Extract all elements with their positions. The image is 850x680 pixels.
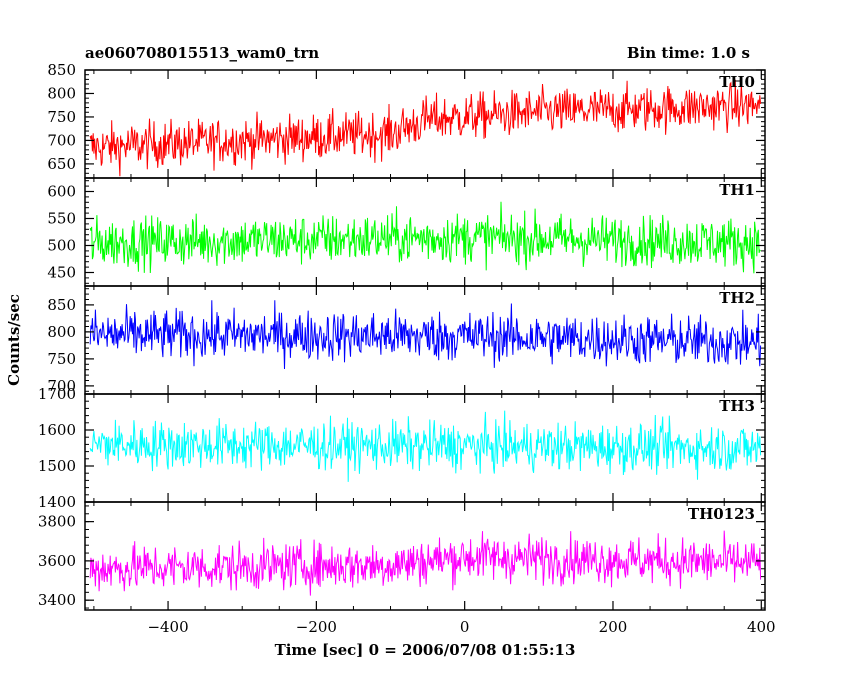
y-tick-label: 850 <box>47 296 76 314</box>
x-axis-label: Time [sec] 0 = 2006/07/08 01:55:13 <box>275 641 576 659</box>
y-tick-label: 1500 <box>38 457 76 475</box>
y-tick-label: 800 <box>47 84 76 102</box>
panel-label-th1: TH1 <box>719 181 755 199</box>
panel-frame-th0123 <box>84 501 766 611</box>
y-axis-label: Counts/sec <box>5 294 23 386</box>
panel-frame-th1 <box>84 177 766 287</box>
x-tick-label: 400 <box>747 618 776 636</box>
y-tick-label: 3400 <box>38 591 76 609</box>
panel-label-th0: TH0 <box>719 73 755 91</box>
y-tick-label: 750 <box>47 350 76 368</box>
x-tick-label: 200 <box>599 618 628 636</box>
x-tick-label: −400 <box>147 618 188 636</box>
series-line-th2 <box>89 300 762 370</box>
x-tick-label: 0 <box>460 618 470 636</box>
y-tick-label: 550 <box>47 210 76 228</box>
y-tick-label: 1600 <box>38 421 76 439</box>
y-tick-label: 450 <box>47 264 76 282</box>
y-tick-label: 500 <box>47 237 76 255</box>
panel-label-th0123: TH0123 <box>688 505 755 523</box>
y-tick-label: 1700 <box>38 385 76 403</box>
series-line-th0 <box>89 79 762 177</box>
y-tick-label: 850 <box>47 61 76 79</box>
series-line-th1 <box>89 201 761 274</box>
y-tick-label: 3800 <box>38 513 76 531</box>
series-line-th3 <box>89 410 762 482</box>
y-tick-label: 650 <box>47 155 76 173</box>
y-tick-label: 750 <box>47 108 76 126</box>
y-tick-label: 600 <box>47 183 76 201</box>
series-line-th0123 <box>89 530 762 596</box>
y-tick-label: 800 <box>47 323 76 341</box>
x-tick-label: −200 <box>296 618 337 636</box>
y-tick-label: 700 <box>47 131 76 149</box>
bin-time-label: Bin time: 1.0 s <box>626 44 750 62</box>
chart-title: ae060708015513_wam0_trn <box>85 44 320 62</box>
y-tick-label: 1400 <box>38 493 76 511</box>
y-tick-label: 700 <box>47 377 76 395</box>
y-tick-label: 3600 <box>38 552 76 570</box>
panel-label-th3: TH3 <box>719 397 755 415</box>
panel-label-th2: TH2 <box>719 289 755 307</box>
